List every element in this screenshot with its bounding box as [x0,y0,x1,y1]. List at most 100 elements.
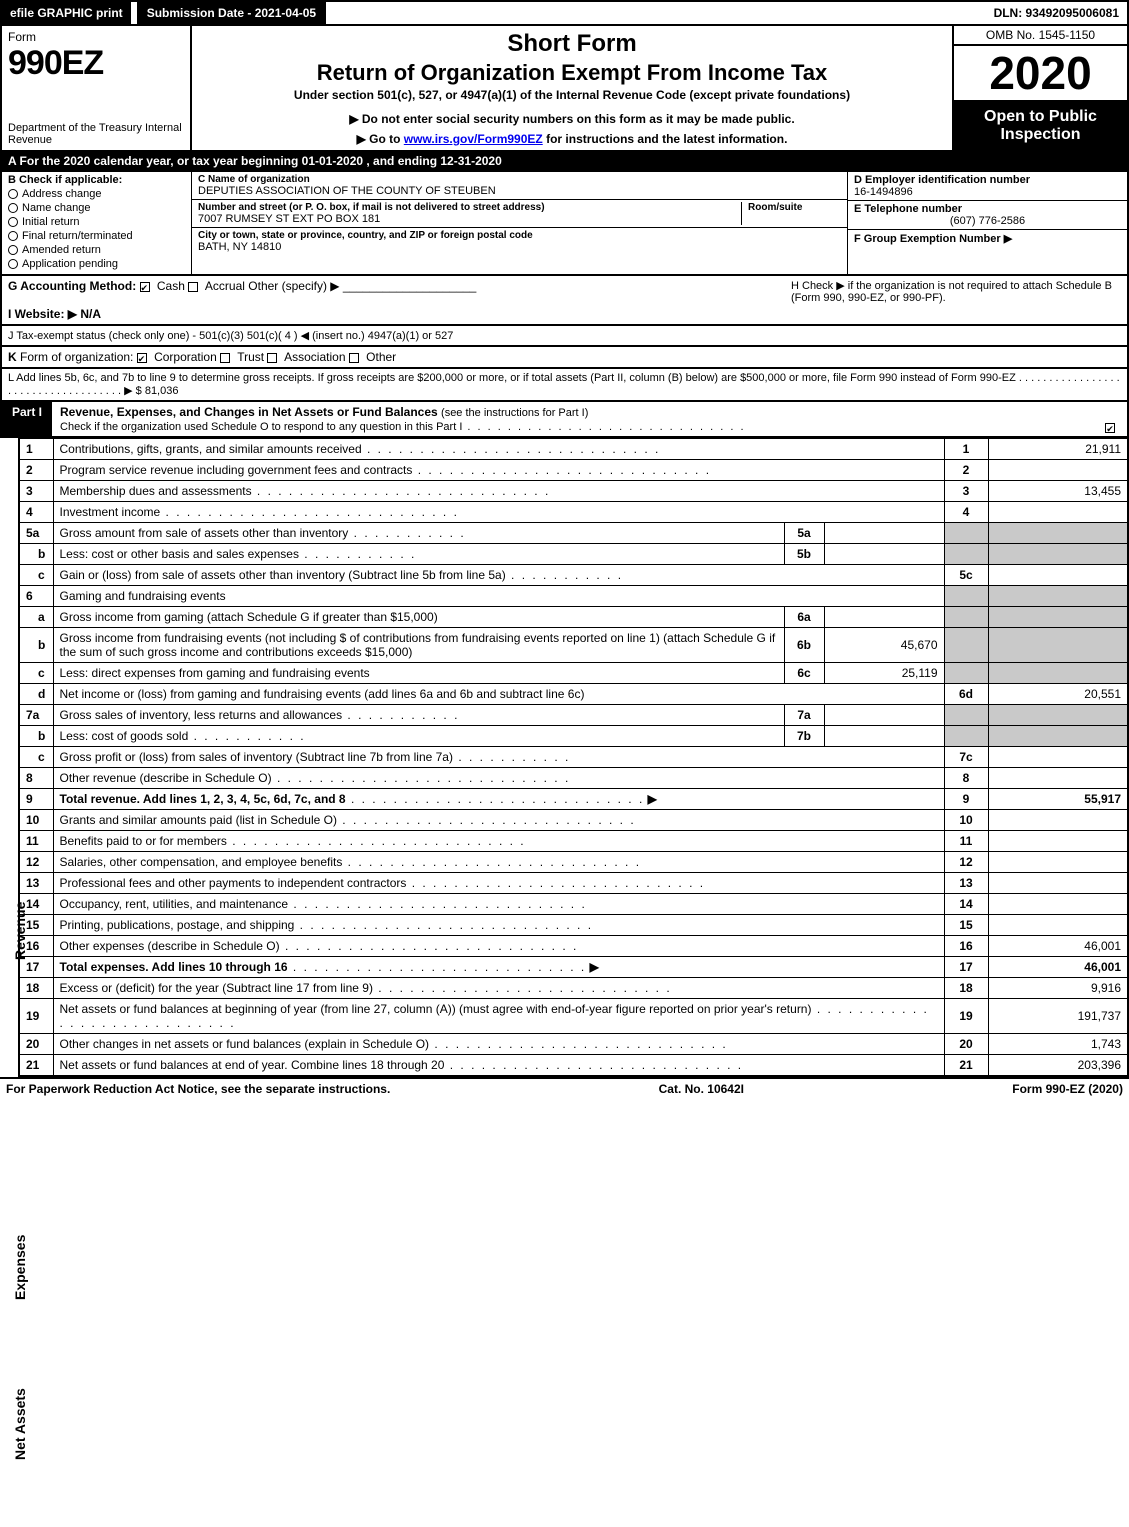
efile-label[interactable]: efile GRAPHIC print [2,2,131,24]
line-desc: Gross income from fundraising events (no… [53,628,784,663]
line-desc: Professional fees and other payments to … [53,873,944,894]
line-colnum: 20 [944,1034,988,1055]
line-6a: a Gross income from gaming (attach Sched… [19,607,1128,628]
chk-other-org[interactable] [349,353,359,363]
grey-cell [988,628,1128,663]
line-4: 4 Investment income 4 [19,502,1128,523]
line-desc: Gross profit or (loss) from sales of inv… [53,747,944,768]
line-val [988,768,1128,789]
chk-corporation[interactable] [137,353,147,363]
title-return: Return of Organization Exempt From Incom… [202,60,942,86]
topbar: efile GRAPHIC print Submission Date - 20… [0,0,1129,26]
line-num: 6 [19,586,53,607]
ein-cell: D Employer identification number 16-1494… [848,172,1127,201]
line-colnum: 21 [944,1055,988,1077]
line-desc: Other changes in net assets or fund bala… [53,1034,944,1055]
mini-val [824,523,944,544]
j-tax-exempt: J Tax-exempt status (check only one) - 5… [8,329,453,342]
grey-cell [944,586,988,607]
chk-trust[interactable] [220,353,230,363]
side-net-assets: Net Assets [12,1388,28,1460]
line-val [988,810,1128,831]
line-val [988,915,1128,936]
line-num: 3 [19,481,53,502]
chk-schedule-o[interactable] [1105,423,1115,433]
grey-cell [944,544,988,565]
mini-num: 7a [784,705,824,726]
org-name-label: C Name of organization [198,174,841,185]
line-colnum: 11 [944,831,988,852]
mini-val: 45,670 [824,628,944,663]
chk-label: Address change [22,188,102,200]
phone-cell: E Telephone number (607) 776-2586 [848,201,1127,230]
mini-val [824,726,944,747]
line-val: 13,455 [988,481,1128,502]
line-12: 12 Salaries, other compensation, and emp… [19,852,1128,873]
chk-initial-return[interactable]: Initial return [8,216,185,228]
section-bcdef: B Check if applicable: Address change Na… [0,172,1129,276]
footer-right: Form 990-EZ (2020) [1012,1082,1123,1096]
line-colnum: 1 [944,439,988,460]
line-colnum: 2 [944,460,988,481]
line-11: 11 Benefits paid to or for members 11 [19,831,1128,852]
irs-link[interactable]: www.irs.gov/Form990EZ [404,132,543,146]
grey-cell [988,726,1128,747]
line-desc: Net assets or fund balances at end of ye… [53,1055,944,1077]
chk-amended-return[interactable]: Amended return [8,244,185,256]
group-exemption-label: F Group Exemption Number ▶ [854,232,1121,245]
line-9-total-revenue: 9 Total revenue. Add lines 1, 2, 3, 4, 5… [19,789,1128,810]
line-desc: Gross income from gaming (attach Schedul… [53,607,784,628]
footer-mid: Cat. No. 10642I [659,1082,744,1096]
other-label: Other (specify) ▶ [248,279,339,293]
line-desc: Net income or (loss) from gaming and fun… [53,684,944,705]
link-pre: ▶ Go to [357,132,404,146]
line-num: 21 [19,1055,53,1077]
chk-name-change[interactable]: Name change [8,202,185,214]
side-expenses: Expenses [12,1235,28,1300]
group-exemption-cell: F Group Exemption Number ▶ [848,230,1127,274]
chk-address-change[interactable]: Address change [8,188,185,200]
line-num: 4 [19,502,53,523]
line-desc: Program service revenue including govern… [53,460,944,481]
grey-cell [944,663,988,684]
city-cell: City or town, state or province, country… [192,228,847,255]
arrow-icon: ▶ [648,792,657,806]
g-label: G Accounting Method: [8,279,136,293]
line-num: 19 [19,999,53,1034]
chk-final-return[interactable]: Final return/terminated [8,230,185,242]
address-row: Number and street (or P. O. box, if mail… [192,200,847,228]
line-21: 21 Net assets or fund balances at end of… [19,1055,1128,1077]
line-val [988,460,1128,481]
i-website: I Website: ▶ N/A [8,307,101,321]
phone: (607) 776-2586 [854,215,1121,227]
chk-cash[interactable] [140,282,150,292]
line-colnum: 14 [944,894,988,915]
chk-application-pending[interactable]: Application pending [8,258,185,270]
grey-cell [988,523,1128,544]
open-to-public: Open to Public Inspection [954,102,1127,150]
line-val: 9,916 [988,978,1128,999]
line-g-h: G Accounting Method: Cash Accrual Other … [0,276,1129,326]
line-num: 5a [19,523,53,544]
line-colnum: 17 [944,957,988,978]
grey-cell [988,663,1128,684]
part-1-sub: (see the instructions for Part I) [441,407,588,419]
line-desc: Gaming and fundraising events [53,586,944,607]
g-accounting: G Accounting Method: Cash Accrual Other … [8,279,751,321]
line-desc: Benefits paid to or for members [53,831,944,852]
line-num: a [19,607,53,628]
line-desc: Investment income [53,502,944,523]
h-text: H Check ▶ if the organization is not req… [791,280,1112,304]
grey-cell [944,726,988,747]
line-val [988,831,1128,852]
grey-cell [988,607,1128,628]
city: BATH, NY 14810 [198,241,841,253]
line-num: 11 [19,831,53,852]
l-gross-receipts: L Add lines 5b, 6c, and 7b to line 9 to … [8,372,1121,397]
line-colnum: 7c [944,747,988,768]
footer: For Paperwork Reduction Act Notice, see … [0,1077,1129,1099]
line-colnum: 12 [944,852,988,873]
line-val: 1,743 [988,1034,1128,1055]
chk-association[interactable] [267,353,277,363]
chk-accrual[interactable] [188,282,198,292]
